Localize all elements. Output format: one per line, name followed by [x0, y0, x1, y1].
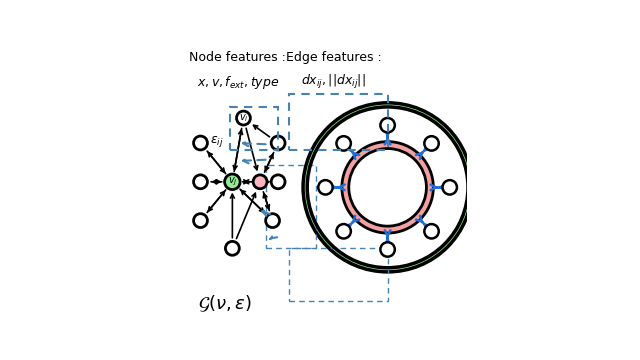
Circle shape — [337, 136, 351, 150]
Text: $x, v, f_{ext}, type$: $x, v, f_{ext}, type$ — [196, 73, 279, 90]
Bar — [230, 107, 278, 150]
Circle shape — [337, 224, 351, 238]
Circle shape — [349, 149, 426, 226]
Circle shape — [193, 214, 207, 228]
Text: $dx_{ij}, ||dx_{ij}||$: $dx_{ij}, ||dx_{ij}||$ — [301, 73, 366, 91]
Text: Edge features :: Edge features : — [285, 50, 381, 64]
Bar — [266, 165, 316, 248]
Text: $v_j$: $v_j$ — [228, 176, 237, 188]
Circle shape — [424, 224, 439, 238]
Circle shape — [271, 175, 285, 189]
Circle shape — [303, 103, 472, 272]
Circle shape — [266, 214, 280, 228]
Circle shape — [193, 175, 207, 189]
Circle shape — [193, 136, 207, 150]
Circle shape — [342, 141, 433, 233]
Circle shape — [380, 118, 395, 132]
Bar — [289, 94, 388, 150]
Circle shape — [318, 180, 333, 194]
Circle shape — [271, 136, 285, 150]
Bar — [289, 248, 388, 301]
Text: $\varepsilon_{ij}$: $\varepsilon_{ij}$ — [211, 134, 224, 149]
Circle shape — [237, 111, 250, 125]
Circle shape — [424, 136, 439, 150]
Circle shape — [307, 107, 468, 268]
Circle shape — [380, 242, 395, 257]
Circle shape — [442, 180, 457, 194]
Text: $\mathcal{G}(\nu, \varepsilon)$: $\mathcal{G}(\nu, \varepsilon)$ — [198, 293, 252, 314]
Circle shape — [253, 175, 267, 189]
Text: Node features :: Node features : — [189, 50, 286, 64]
Text: $v_i$: $v_i$ — [239, 112, 248, 124]
Circle shape — [225, 174, 240, 190]
Circle shape — [225, 242, 239, 255]
